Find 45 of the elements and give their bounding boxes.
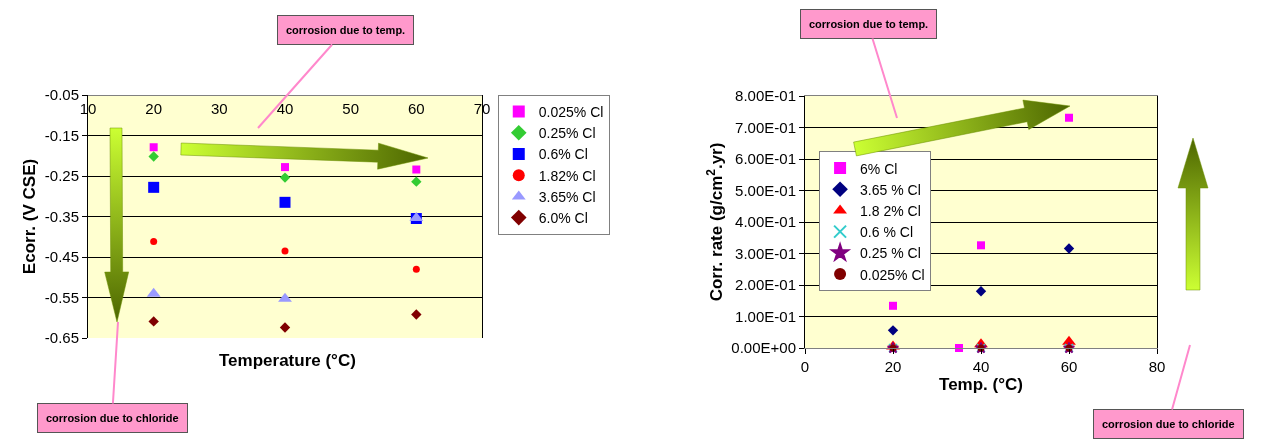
- x-tick-label: 20: [145, 100, 163, 117]
- legend-label: 0.025% Cl: [538, 104, 604, 121]
- text: corrosion due to temp.: [809, 18, 929, 30]
- y-tick-label: -0.25: [44, 167, 79, 185]
- y-tick-label: -0.45: [44, 248, 79, 266]
- x-tick-label: 80: [1148, 358, 1166, 375]
- y-tick-label: -0.15: [44, 126, 79, 144]
- legend-label: 6.0% Cl: [538, 210, 588, 227]
- y-tick-label: -0.05: [44, 86, 79, 104]
- x-tick-label: 40: [972, 358, 990, 375]
- legend-label: 1.8 2% Cl: [860, 202, 921, 219]
- y-tick-label: 6.00E-01: [735, 150, 796, 168]
- y-axis-title: Ecorr. (V CSE): [20, 158, 40, 275]
- x-axis-title: Temp. (°C): [939, 375, 1023, 394]
- y-tick-label: 4.00E-01: [735, 213, 796, 231]
- y-tick-label: 7.00E-01: [735, 118, 796, 136]
- legend-label: 0.25% Cl: [538, 125, 596, 142]
- legend-label: 0.25 % Cl: [860, 245, 921, 262]
- y-tick-label: 3.00E-01: [735, 244, 796, 262]
- y-tick-label: 8.00E-01: [735, 87, 796, 105]
- legend-label: 3.65 % Cl: [860, 181, 921, 198]
- text: corrosion due to temp.: [286, 24, 406, 36]
- x-tick-label: 60: [407, 100, 425, 117]
- legend-label: 6% Cl: [860, 160, 898, 177]
- legend-label: 0.025% Cl: [860, 266, 925, 283]
- x-tick-label: 0: [800, 358, 810, 375]
- x-tick-label: 40: [276, 100, 294, 117]
- y-tick-label: -0.55: [44, 288, 79, 306]
- y-tick-label: -0.35: [44, 207, 79, 225]
- x-tick-label: 30: [210, 100, 228, 117]
- legend-label: 1.82% Cl: [538, 167, 596, 184]
- y-tick-label: 5.00E-01: [735, 181, 796, 199]
- x-tick-label: 60: [1060, 358, 1078, 375]
- y-tick-label: 1.00E-01: [735, 307, 796, 325]
- y-tick-label: 2.00E-01: [735, 276, 796, 294]
- legend-label: 3.65% Cl: [538, 188, 596, 205]
- x-axis-title: Temperature (°C): [219, 351, 356, 370]
- y-tick-label: 0.00E+00: [731, 339, 796, 357]
- x-tick-label: 50: [342, 100, 360, 117]
- y-tick-label: -0.65: [44, 329, 79, 347]
- text: corrosion due to chloride: [1102, 418, 1235, 430]
- text: corrosion due to chloride: [46, 412, 179, 424]
- legend-label: 0.6% Cl: [538, 146, 588, 163]
- x-tick-label: 20: [884, 358, 902, 375]
- legend-label: 0.6 % Cl: [860, 224, 913, 241]
